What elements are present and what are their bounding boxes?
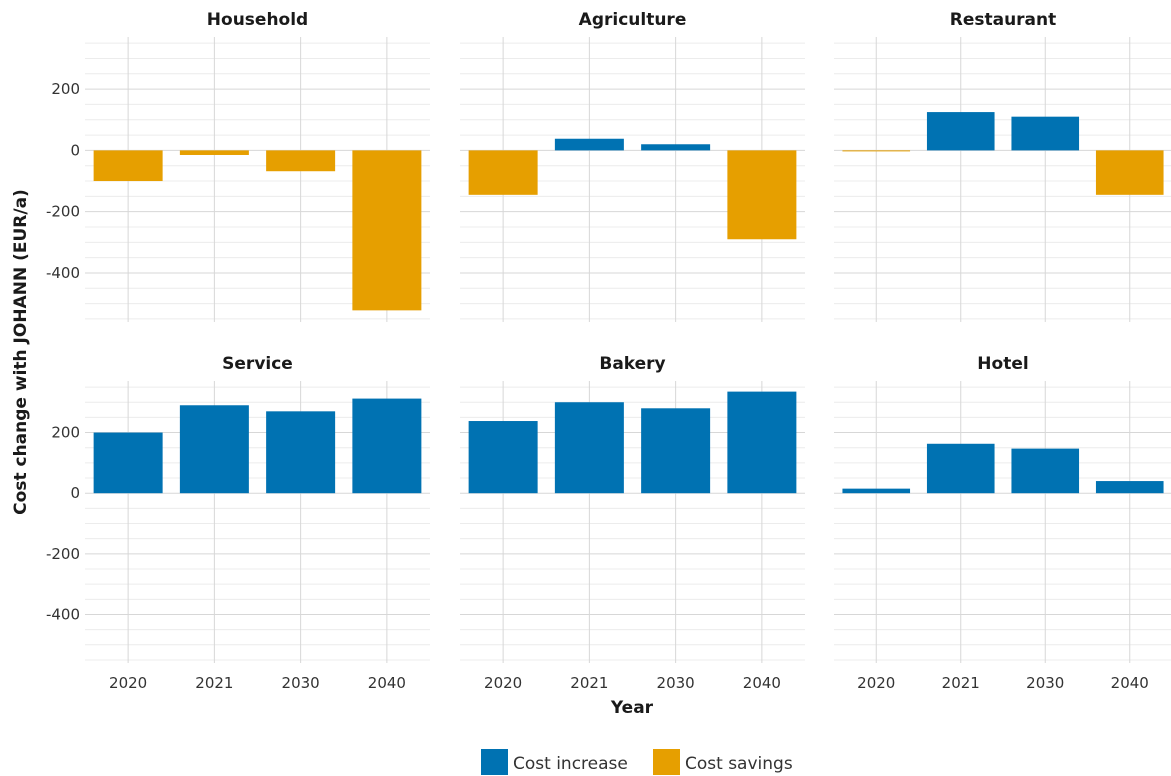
facet-household: Household -400 -200 0 200 (46, 10, 430, 322)
bar-hotel-2040 (1095, 481, 1164, 494)
bar-bakery-2030 (641, 408, 711, 494)
bar-service-2021 (179, 405, 249, 494)
bar-hotel-2020 (842, 488, 911, 494)
facet-restaurant: Restaurant (834, 10, 1171, 322)
legend-item-cost-savings: Cost savings (653, 749, 793, 775)
bar-agriculture-2020 (468, 150, 538, 195)
bar-agriculture-2021 (554, 138, 624, 151)
facet-service: Service -400 -200 0 200 2020 2021 2030 2040 (46, 354, 430, 692)
x-tick-label: 2020 (109, 674, 147, 692)
legend-label: Cost increase (513, 754, 628, 774)
legend-label: Cost savings (685, 754, 793, 774)
minor-gridlines (85, 42, 430, 320)
bars (468, 138, 797, 240)
bar-restaurant-2040 (1095, 150, 1164, 195)
x-tick-label: 2030 (1026, 674, 1064, 692)
legend-swatch (481, 749, 508, 775)
bar-service-2030 (266, 411, 336, 494)
x-tick-label: 2021 (570, 674, 608, 692)
bars (93, 150, 422, 311)
facet-title: Household (207, 10, 308, 30)
y-tick-label: 200 (51, 80, 80, 98)
major-gridlines (85, 381, 430, 663)
facet-title: Hotel (977, 354, 1028, 374)
x-tick-label: 2040 (1111, 674, 1149, 692)
x-tick-labels: 2020 2021 2030 2040 (484, 674, 781, 692)
x-tick-label: 2030 (282, 674, 320, 692)
bars (842, 443, 1164, 494)
bar-household-2020 (93, 150, 163, 182)
bar-household-2030 (266, 150, 336, 172)
bars (468, 391, 797, 494)
x-tick-label: 2020 (857, 674, 895, 692)
y-tick-label: 200 (51, 424, 80, 442)
bars (842, 112, 1164, 195)
y-tick-label: 0 (70, 484, 80, 502)
bar-bakery-2021 (554, 402, 624, 494)
bar-bakery-2040 (727, 391, 797, 494)
x-tick-label: 2020 (484, 674, 522, 692)
y-tick-labels: -400 -200 0 200 (46, 80, 80, 282)
x-tick-label: 2021 (942, 674, 980, 692)
bar-restaurant-2021 (926, 112, 995, 151)
x-tick-labels: 2020 2021 2030 2040 (857, 674, 1149, 692)
facet-title: Bakery (599, 354, 665, 374)
facet-hotel: Hotel 2020 2021 2030 2040 (834, 354, 1171, 692)
bars (93, 398, 422, 494)
bar-service-2020 (93, 432, 163, 494)
y-tick-label: -200 (46, 545, 80, 563)
bar-hotel-2021 (926, 443, 995, 494)
x-tick-label: 2021 (195, 674, 233, 692)
y-tick-label: -400 (46, 264, 80, 282)
bar-bakery-2020 (468, 421, 538, 494)
facet-title: Restaurant (950, 10, 1057, 30)
bar-agriculture-2030 (641, 144, 711, 151)
facet-bakery: Bakery 2020 2021 2030 2040 (460, 354, 805, 692)
y-axis-title: Cost change with JOHANN (EUR/a) (11, 189, 31, 515)
y-tick-label: -400 (46, 605, 80, 623)
bar-household-2021 (179, 150, 249, 155)
facet-title: Service (222, 354, 293, 374)
x-tick-label: 2040 (368, 674, 406, 692)
legend: Cost increase Cost savings (481, 749, 793, 775)
x-axis-title: Year (610, 698, 654, 718)
bar-service-2040 (352, 398, 422, 494)
bar-hotel-2030 (1011, 448, 1080, 494)
x-tick-label: 2030 (657, 674, 695, 692)
legend-swatch (653, 749, 680, 775)
y-tick-label: -200 (46, 203, 80, 221)
y-tick-labels: -400 -200 0 200 (46, 424, 80, 624)
facets-layer: Household -400 -200 0 200 Agriculture Restaura… (46, 10, 1171, 692)
y-tick-label: 0 (70, 141, 80, 159)
bar-restaurant-2020 (842, 150, 911, 152)
legend-item-cost-increase: Cost increase (481, 749, 628, 775)
facet-agriculture: Agriculture (460, 10, 805, 322)
bar-restaurant-2030 (1011, 116, 1080, 151)
minor-gridlines (834, 386, 1171, 661)
x-tick-labels: 2020 2021 2030 2040 (109, 674, 406, 692)
bar-agriculture-2040 (727, 150, 797, 240)
bar-household-2040 (352, 150, 422, 311)
minor-gridlines (834, 42, 1171, 320)
facet-title: Agriculture (579, 10, 687, 30)
axis-layer: Cost change with JOHANN (EUR/a) Year (11, 189, 654, 718)
major-gridlines (834, 381, 1171, 663)
x-tick-label: 2040 (743, 674, 781, 692)
